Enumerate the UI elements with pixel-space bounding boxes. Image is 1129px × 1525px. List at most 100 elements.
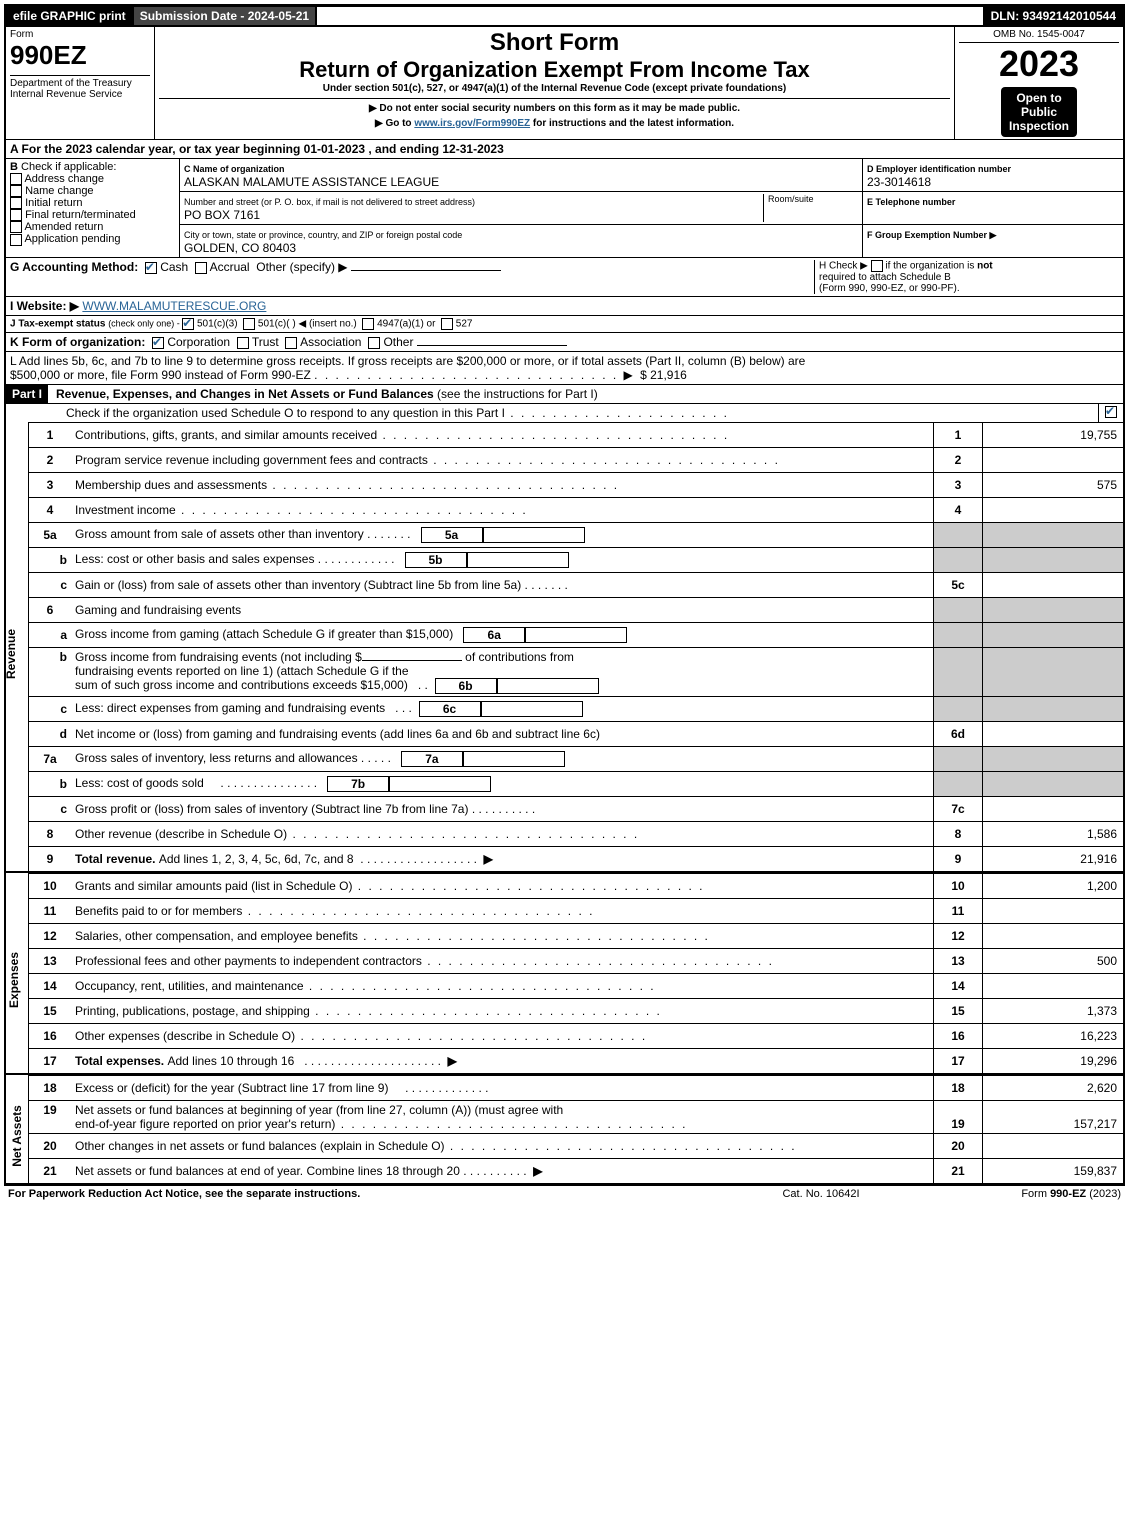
revenue-section: Revenue 1Contributions, gifts, grants, a… — [6, 422, 1123, 871]
line-6d: dNet income or (loss) from gaming and fu… — [29, 722, 1123, 747]
line-12: 12Salaries, other compensation, and empl… — [29, 924, 1123, 949]
checkbox-h[interactable] — [871, 260, 883, 272]
checkbox-name-change[interactable] — [10, 185, 22, 197]
short-form-title: Short Form — [159, 29, 950, 57]
line-7b: bLess: cost of goods sold . . . . . . . … — [29, 772, 1123, 797]
expenses-table: 10Grants and similar amounts paid (list … — [29, 873, 1123, 1073]
net-assets-table: 18Excess or (deficit) for the year (Subt… — [29, 1075, 1123, 1183]
checkbox-application-pending[interactable] — [10, 234, 22, 246]
g-cash: Cash — [160, 260, 188, 274]
header-right: OMB No. 1545-0047 2023 Open to Public In… — [954, 27, 1123, 139]
header-left: Form 990EZ Department of the Treasury In… — [6, 27, 155, 139]
irs-link[interactable]: www.irs.gov/Form990EZ — [414, 118, 530, 129]
k-assoc: Association — [300, 335, 361, 349]
return-title: Return of Organization Exempt From Incom… — [159, 57, 950, 83]
h-not: not — [977, 261, 993, 272]
checkbox-association[interactable] — [285, 337, 297, 349]
checkbox-initial-return[interactable] — [10, 197, 22, 209]
e-label: E Telephone number — [867, 197, 955, 207]
line-7c: cGross profit or (loss) from sales of in… — [29, 797, 1123, 822]
line-4: 4Investment income4 — [29, 498, 1123, 523]
website-link[interactable]: WWW.MALAMUTERESCUE.ORG — [82, 299, 266, 313]
line-6: 6Gaming and fundraising events — [29, 598, 1123, 623]
form-label: Form — [10, 29, 150, 40]
open-inspection-badge: Open to Public Inspection — [1001, 87, 1077, 137]
org-name: ALASKAN MALAMUTE ASSISTANCE LEAGUE — [184, 175, 439, 189]
opt-application-pending: Application pending — [24, 233, 120, 245]
line-6b: b Gross income from fundraising events (… — [29, 648, 1123, 697]
h-text2: if the organization is — [883, 261, 978, 272]
line-18: 18Excess or (deficit) for the year (Subt… — [29, 1076, 1123, 1101]
section-c: C Name of organization ALASKAN MALAMUTE … — [180, 159, 862, 257]
checkbox-trust[interactable] — [237, 337, 249, 349]
j-opt1: 501(c)(3) — [197, 319, 238, 330]
line-5b: bLess: cost or other basis and sales exp… — [29, 548, 1123, 573]
j-opt3: 4947(a)(1) or — [377, 319, 435, 330]
subtitle: Under section 501(c), 527, or 4947(a)(1)… — [159, 83, 950, 94]
checkbox-501c3[interactable] — [182, 318, 194, 330]
footer-right: Form 990-EZ (2023) — [921, 1188, 1121, 1200]
checkbox-other[interactable] — [368, 337, 380, 349]
irs-label: Internal Revenue Service — [10, 89, 150, 100]
k-corp: Corporation — [167, 335, 230, 349]
line-8: 8Other revenue (describe in Schedule O)8… — [29, 822, 1123, 847]
revenue-rotate-label: Revenue — [6, 422, 29, 871]
section-def: D Employer identification number 23-3014… — [862, 159, 1123, 257]
efile-print-button[interactable]: efile GRAPHIC print — [6, 6, 133, 26]
line-7a: 7aGross sales of inventory, less returns… — [29, 747, 1123, 772]
j-opt2: 501(c)( ) ◀ (insert no.) — [258, 319, 357, 330]
footer-left: For Paperwork Reduction Act Notice, see … — [8, 1188, 721, 1200]
checkbox-final-return[interactable] — [10, 209, 22, 221]
line-20: 20Other changes in net assets or fund ba… — [29, 1134, 1123, 1159]
checkbox-corporation[interactable] — [152, 337, 164, 349]
checkbox-501c[interactable] — [243, 318, 255, 330]
ein-value: 23-3014618 — [867, 175, 931, 189]
note2-pre: ▶ Go to — [375, 118, 414, 129]
part1-label: Part I — [6, 385, 48, 403]
note2-post: for instructions and the latest informat… — [530, 118, 734, 129]
checkbox-amended-return[interactable] — [10, 221, 22, 233]
checkbox-address-change[interactable] — [10, 173, 22, 185]
c-label: C Name of organization — [184, 164, 285, 174]
line-11: 11Benefits paid to or for members11 — [29, 899, 1123, 924]
checkbox-schedule-o[interactable] — [1105, 406, 1117, 418]
line-6c: cLess: direct expenses from gaming and f… — [29, 697, 1123, 722]
checkbox-accrual[interactable] — [195, 262, 207, 274]
section-g: G Accounting Method: Cash Accrual Other … — [10, 260, 814, 294]
line-14: 14Occupancy, rent, utilities, and mainte… — [29, 974, 1123, 999]
line-6a: aGross income from gaming (attach Schedu… — [29, 623, 1123, 648]
b-label: B — [10, 161, 18, 173]
b-check-label: Check if applicable: — [21, 161, 116, 173]
line-5c: cGain or (loss) from sale of assets othe… — [29, 573, 1123, 598]
line-5a: 5aGross amount from sale of assets other… — [29, 523, 1123, 548]
h-text4: (Form 990, 990-EZ, or 990-PF). — [819, 283, 960, 294]
section-k: K Form of organization: Corporation Trus… — [6, 332, 1123, 351]
open3: Inspection — [1009, 119, 1069, 133]
checkbox-4947[interactable] — [362, 318, 374, 330]
j-pre: J Tax-exempt status — [10, 319, 108, 330]
k-other-input[interactable] — [417, 345, 567, 346]
part1-title-sub: (see the instructions for Part I) — [437, 387, 598, 401]
g-other: Other (specify) ▶ — [256, 260, 347, 274]
checkbox-527[interactable] — [441, 318, 453, 330]
top-bar: efile GRAPHIC print Submission Date - 20… — [6, 6, 1123, 26]
d-label: D Employer identification number — [867, 164, 1011, 174]
l-dots: . . . . . . . . . . . . . . . . . . . . … — [314, 368, 640, 382]
city-value: GOLDEN, CO 80403 — [184, 241, 296, 255]
dln-label: DLN: 93492142010544 — [984, 6, 1123, 26]
g-other-input[interactable] — [351, 270, 501, 271]
section-i: I Website: ▶ WWW.MALAMUTERESCUE.ORG — [6, 296, 1123, 315]
i-label: I Website: ▶ — [10, 299, 79, 313]
footer: For Paperwork Reduction Act Notice, see … — [4, 1185, 1125, 1202]
checkbox-cash[interactable] — [145, 262, 157, 274]
section-a: A For the 2023 calendar year, or tax yea… — [6, 139, 1123, 158]
expenses-rotate-label: Expenses — [6, 873, 29, 1073]
note-ssn: ▶ Do not enter social security numbers o… — [369, 103, 740, 114]
section-h: H Check ▶ if the organization is not req… — [814, 260, 1119, 294]
line-1: 1Contributions, gifts, grants, and simil… — [29, 423, 1123, 448]
line-16: 16Other expenses (describe in Schedule O… — [29, 1024, 1123, 1049]
l-amount: $ 21,916 — [640, 368, 687, 382]
header-center: Short Form Return of Organization Exempt… — [155, 27, 954, 139]
g-label: G Accounting Method: — [10, 260, 138, 274]
net-assets-section: Net Assets 18Excess or (deficit) for the… — [6, 1073, 1123, 1183]
